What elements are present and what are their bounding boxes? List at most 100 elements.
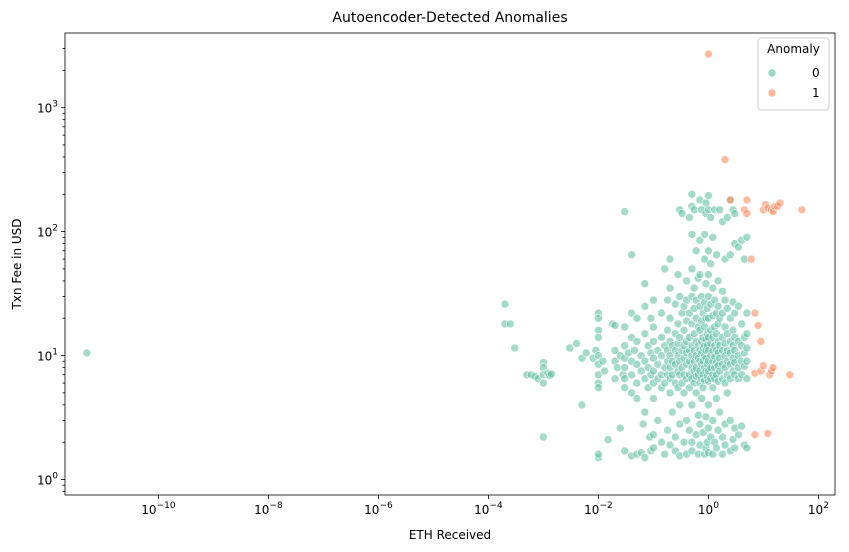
- point-series-0-220: [695, 236, 705, 245]
- point-series-0-103: [657, 333, 666, 342]
- point-series-0-47: [620, 322, 630, 332]
- point-series-0-93: [649, 366, 658, 376]
- point-series-0-294: [708, 283, 718, 293]
- point-series-1-22: [768, 363, 778, 372]
- point-series-0-318: [712, 443, 721, 453]
- point-series-0-139: [673, 270, 683, 279]
- point-series-0-373: [728, 435, 738, 444]
- point-series-0-285: [706, 259, 716, 269]
- point-series-0-159: [679, 325, 689, 335]
- point-series-1-1: [720, 155, 730, 164]
- point-series-0-140: [673, 319, 683, 329]
- point-series-0-1: [500, 299, 510, 309]
- point-series-0-35: [598, 356, 608, 366]
- point-series-0-351: [722, 213, 732, 222]
- point-series-0-302: [708, 449, 718, 459]
- point-series-0-350: [720, 440, 730, 450]
- point-series-0-332: [715, 407, 725, 417]
- point-series-0-391: [737, 319, 746, 329]
- x-tick-label-2: 10−6: [364, 501, 393, 517]
- point-series-1-0: [704, 49, 713, 59]
- x-tick-label-1: 10−8: [254, 501, 283, 517]
- point-series-0-26: [594, 325, 603, 335]
- legend-label-1: 1: [812, 86, 820, 100]
- point-series-0-281: [704, 400, 713, 410]
- point-series-0-32: [594, 383, 603, 393]
- point-series-0-34: [594, 449, 603, 459]
- point-series-0-65: [632, 337, 642, 346]
- point-series-0-319: [713, 276, 723, 286]
- point-series-0-300: [708, 383, 718, 393]
- point-series-0-90: [649, 322, 658, 332]
- point-series-0-131: [667, 407, 677, 417]
- point-series-0-192: [687, 400, 697, 410]
- point-series-1-11: [756, 337, 766, 346]
- point-series-0-73: [638, 419, 648, 429]
- point-series-0-243: [698, 383, 708, 393]
- point-series-0-146: [675, 292, 685, 301]
- point-series-0-108: [660, 264, 670, 274]
- point-series-0-150: [675, 400, 685, 410]
- point-series-0-181: [685, 425, 694, 435]
- point-series-1-26: [785, 370, 795, 380]
- point-series-0-237: [697, 394, 706, 403]
- point-series-0-164: [679, 437, 689, 447]
- point-series-0-102: [657, 308, 666, 318]
- point-series-0-40: [610, 346, 620, 355]
- point-series-0-118: [663, 425, 672, 435]
- legend-title: Anomaly: [767, 42, 820, 56]
- point-series-0-196: [689, 283, 699, 293]
- point-series-1-5: [742, 195, 752, 205]
- point-series-1-7: [750, 308, 760, 318]
- point-series-0-4: [510, 343, 520, 353]
- point-series-0-357: [722, 388, 732, 398]
- point-series-0-320: [713, 301, 723, 311]
- point-series-0-39: [610, 321, 620, 330]
- point-series-0-53: [620, 383, 630, 393]
- point-series-0-317: [712, 394, 721, 403]
- point-series-0-403: [742, 329, 752, 339]
- y-tick-label-2: 102: [37, 224, 58, 240]
- point-series-0-20: [577, 400, 587, 410]
- point-series-1-14: [759, 361, 768, 370]
- point-series-0-172: [682, 416, 691, 425]
- point-series-0-17: [565, 343, 575, 353]
- point-series-0-369: [728, 325, 738, 335]
- point-series-0-340: [718, 432, 727, 442]
- point-series-0-270: [704, 191, 713, 200]
- point-series-0-384: [734, 301, 743, 311]
- point-series-0-406: [742, 374, 752, 384]
- point-series-0-301: [708, 416, 718, 425]
- point-series-0-64: [632, 313, 642, 323]
- point-series-0-184: [687, 230, 697, 239]
- point-series-0-245: [700, 230, 709, 239]
- point-series-0-12: [539, 378, 548, 388]
- point-series-0-359: [725, 250, 735, 260]
- point-series-0-389: [734, 430, 743, 440]
- point-series-0-60: [627, 370, 636, 380]
- point-series-0-282: [704, 423, 713, 433]
- point-series-0-97: [649, 443, 658, 453]
- point-series-0-27: [594, 333, 603, 342]
- point-series-0-28: [594, 351, 603, 360]
- point-series-0-44: [615, 423, 625, 433]
- point-series-0-49: [620, 341, 630, 351]
- point-series-0-341: [718, 449, 727, 459]
- y-tick-label-3: 103: [37, 100, 58, 116]
- point-series-0-327: [715, 205, 725, 215]
- x-tick-label-5: 100: [698, 501, 719, 517]
- point-series-0-16: [547, 369, 556, 379]
- point-series-1-9: [750, 430, 760, 440]
- point-series-0-185: [687, 264, 697, 274]
- y-axis-label: Txn Fee in USD: [10, 218, 24, 310]
- x-tick-label-6: 102: [808, 501, 829, 517]
- point-series-0-0: [82, 348, 92, 358]
- point-series-0-147: [675, 333, 685, 342]
- point-series-0-274: [704, 292, 713, 301]
- point-series-0-13: [539, 432, 548, 442]
- point-series-0-107: [657, 437, 666, 447]
- x-tick-label-0: 10−10: [141, 501, 176, 517]
- point-series-0-112: [660, 449, 670, 459]
